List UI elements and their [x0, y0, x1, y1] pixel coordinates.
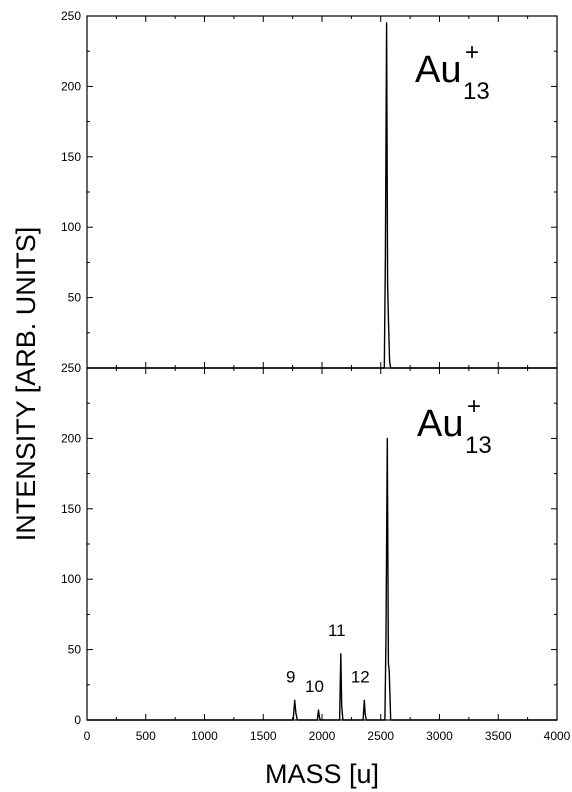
- x-tick-label: 2500: [367, 729, 394, 743]
- bottom-y-tick-label: 0: [74, 713, 81, 727]
- bottom-y-tick-label: 250: [61, 361, 81, 375]
- x-tick-label: 3000: [426, 729, 453, 743]
- top-y-tick-label: 150: [61, 150, 81, 164]
- bottom-species-charge: +: [467, 393, 481, 420]
- top-y-tick-label: 100: [61, 220, 81, 234]
- bottom-spectrum-line: [87, 437, 557, 721]
- x-tick-label: 1000: [191, 729, 218, 743]
- y-axis-title: INTENSITY [ARB. UNITS]: [11, 227, 41, 542]
- top-spectrum-line: [87, 22, 557, 369]
- x-tick-label: 1500: [250, 729, 277, 743]
- bottom-species-label: Au: [417, 403, 463, 445]
- top-species-charge: +: [465, 39, 479, 66]
- x-tick-label: 2000: [309, 729, 336, 743]
- peak-label-12: 12: [351, 667, 370, 686]
- bottom-y-tick-label: 200: [61, 431, 81, 445]
- bottom-y-tick-label: 100: [61, 572, 81, 586]
- bottom-plot-frame: [86, 367, 558, 721]
- peak-label-9: 9: [286, 667, 295, 686]
- x-tick-label: 4000: [544, 729, 571, 743]
- bottom-species-size: 13: [465, 432, 492, 459]
- top-species-size: 13: [463, 78, 490, 105]
- top-species-label: Au: [415, 49, 461, 91]
- top-y-tick-label: 50: [68, 291, 82, 305]
- top-y-tick-label: 250: [61, 9, 81, 23]
- bottom-y-tick-label: 150: [61, 502, 81, 516]
- x-tick-label: 0: [84, 729, 91, 743]
- peak-label-11: 11: [328, 621, 346, 640]
- x-tick-label: 500: [136, 729, 156, 743]
- x-tick-label: 3500: [485, 729, 512, 743]
- peak-label-10: 10: [305, 677, 324, 696]
- bottom-y-tick-label: 50: [68, 643, 82, 657]
- x-axis-title: MASS [u]: [265, 759, 379, 789]
- top-plot-frame: [86, 15, 558, 369]
- top-y-tick-label: 200: [61, 79, 81, 93]
